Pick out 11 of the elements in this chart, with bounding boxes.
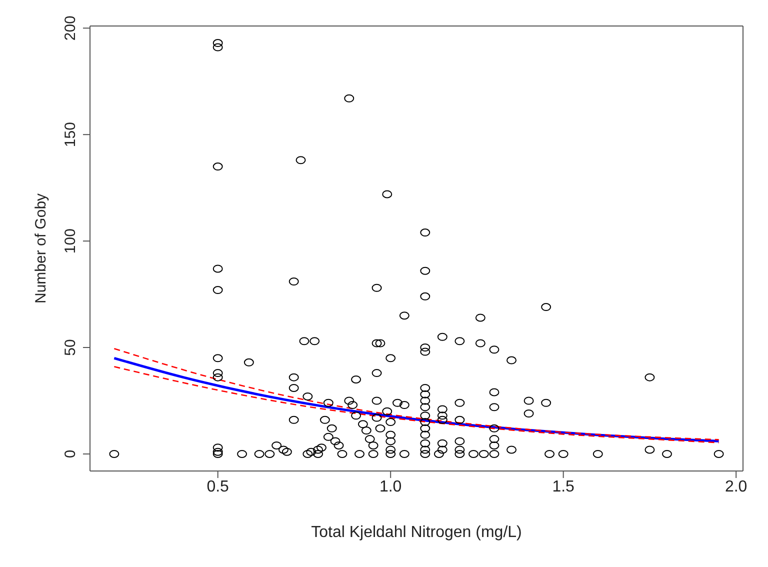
x-tick-label: 1.0 xyxy=(379,478,402,496)
x-tick-label: 1.5 xyxy=(552,478,575,496)
y-tick-label: 100 xyxy=(62,228,79,254)
y-tick-label: 50 xyxy=(62,339,79,356)
y-tick-label: 150 xyxy=(62,122,79,148)
y-axis-title: Number of Goby xyxy=(32,192,50,304)
x-tick-label: 2.0 xyxy=(724,478,748,496)
x-axis-title: Total Kjeldahl Nitrogen (mg/L) xyxy=(311,524,522,541)
x-tick-label: 0.5 xyxy=(206,478,230,496)
y-tick-label: 0 xyxy=(62,450,79,458)
y-tick-label: 200 xyxy=(62,16,79,41)
